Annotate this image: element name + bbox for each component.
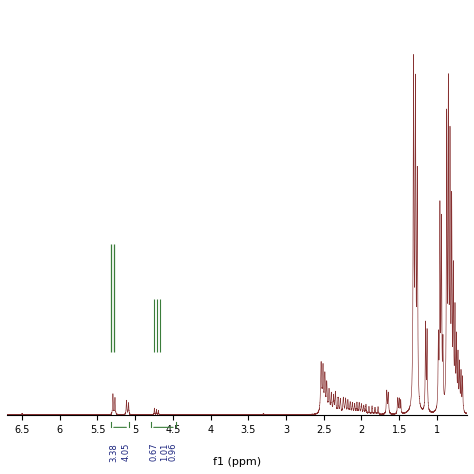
Text: 1.01: 1.01: [160, 443, 169, 461]
Text: 0.96: 0.96: [169, 443, 178, 461]
Text: 3.38: 3.38: [109, 443, 118, 462]
Text: 4.05: 4.05: [122, 443, 131, 461]
X-axis label: f1 (ppm): f1 (ppm): [213, 457, 261, 467]
Text: 0.67: 0.67: [149, 443, 158, 462]
